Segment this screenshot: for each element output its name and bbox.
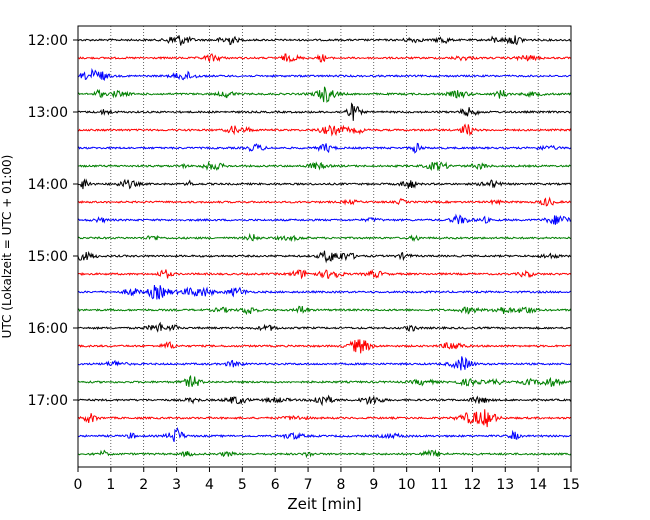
x-tick-label: 11 [431,477,449,493]
seismogram-trace [77,394,572,407]
seismogram-trace [77,123,572,137]
y-axis-ticks: 12:00 13:00 14:00 15:00 16:00 17:00 [28,33,78,409]
seismogram-trace [77,284,572,300]
plot-frame [77,25,572,468]
seismogram-trace [77,269,572,280]
x-tick-label: 10 [398,477,416,493]
seismogram-trace [77,86,572,104]
y-tick-label: 16:00 [28,321,68,337]
x-tick-label: 3 [172,477,181,493]
x-tick-label: 8 [336,477,345,493]
seismogram-trace [77,374,572,387]
x-tick-label: 6 [271,477,280,493]
seismogram-trace [77,409,572,428]
y-tick-label: 14:00 [28,177,68,193]
seismogram-trace [77,53,572,63]
x-tick-label: 1 [106,477,115,493]
seismogram-trace [77,250,572,264]
seismogram-trace [77,67,572,82]
x-tick-label: 0 [74,477,83,493]
seismogram-trace [77,449,572,459]
seismogram-trace [77,160,572,172]
y-tick-label: 13:00 [28,105,68,121]
seismogram-trace [77,427,572,442]
y-axis-label: UTC (Lokalzeit = UTC + 01:00) [0,155,14,339]
seismogram-trace [77,102,572,121]
x-tick-label: 14 [529,477,547,493]
seismogram-traces [77,35,572,459]
x-tick-label: 15 [562,477,580,493]
x-tick-label: 13 [496,477,514,493]
x-axis-ticks: 0 1 2 3 4 5 6 7 8 9 10 11 12 13 14 15 [74,467,580,493]
y-tick-label: 15:00 [28,249,68,265]
seismogram-trace [77,232,572,243]
seismogram-trace [77,178,572,190]
x-tick-label: 5 [238,477,247,493]
seismogram-trace [77,321,572,333]
seismogram-trace [77,142,572,154]
seismogram-trace [77,339,572,354]
y-tick-label: 17:00 [28,393,68,409]
seismogram-trace [77,35,572,46]
x-tick-label: 9 [369,477,378,493]
seismogram-trace [77,305,572,316]
seismogram-trace [77,196,572,207]
y-tick-label: 12:00 [28,33,68,49]
x-tick-label: 12 [463,477,481,493]
x-axis-label: Zeit [min] [287,495,361,513]
seismogram-trace [77,213,572,225]
x-tick-label: 4 [205,477,214,493]
seismogram-trace [77,356,572,371]
x-tick-label: 7 [304,477,313,493]
x-tick-label: 2 [139,477,148,493]
